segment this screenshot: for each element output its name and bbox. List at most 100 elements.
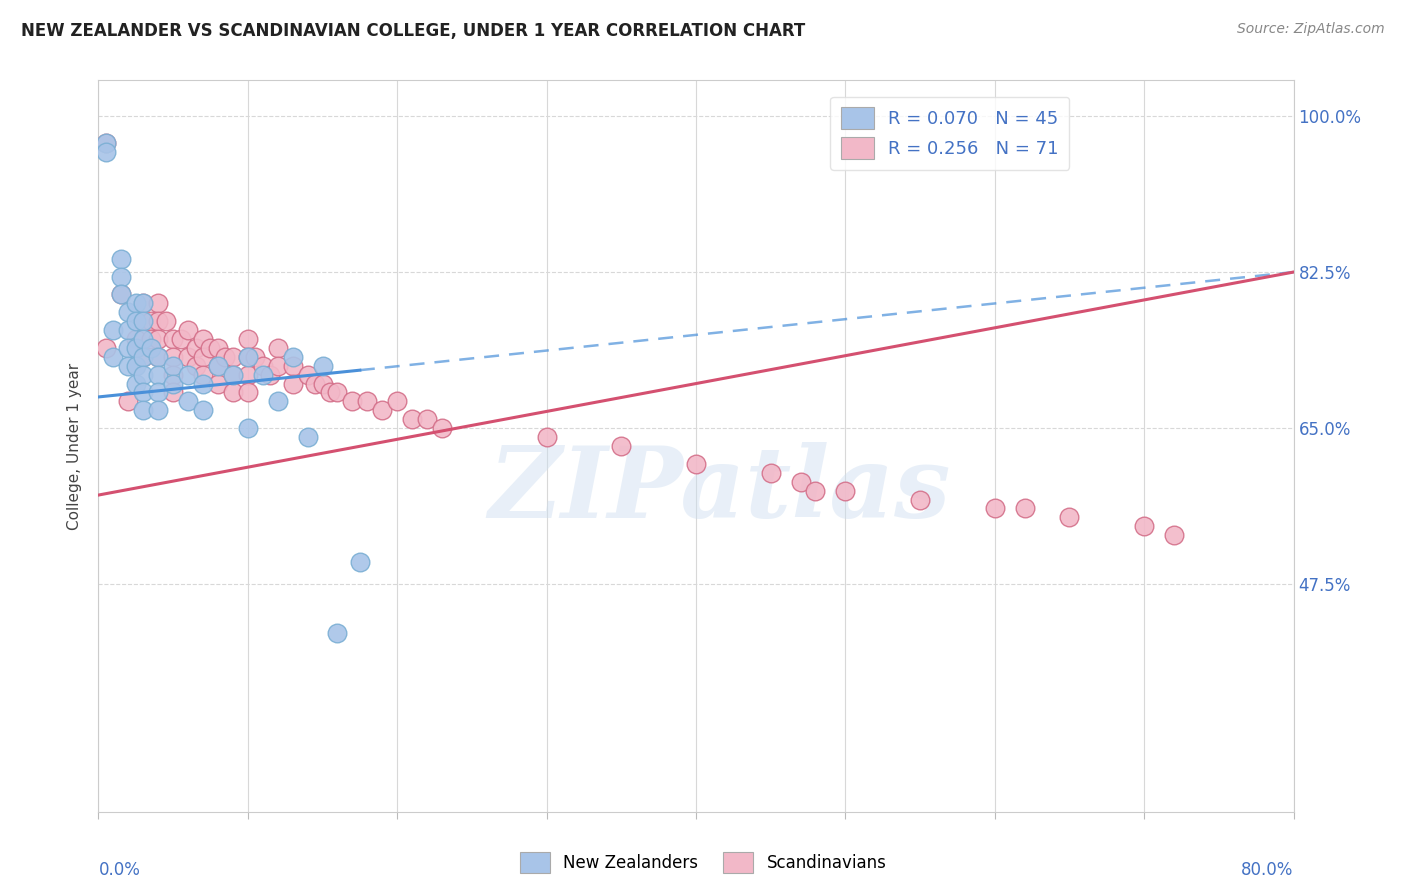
Point [236,368,259,382]
Point [132,403,155,417]
Point [804,483,827,498]
Point [349,555,371,569]
Point [430,421,453,435]
Text: Source: ZipAtlas.com: Source: ZipAtlas.com [1237,22,1385,37]
Point [94,341,117,355]
Point [139,341,162,355]
Point [984,501,1007,516]
Point [222,385,245,400]
Point [371,403,394,417]
Point [94,136,117,150]
Point [304,376,326,391]
Point [177,394,200,409]
Point [385,394,409,409]
Y-axis label: College, Under 1 year: College, Under 1 year [67,362,83,530]
Point [125,359,148,373]
Point [207,359,229,373]
Point [162,359,184,373]
Point [281,350,304,364]
Point [311,376,333,391]
Point [326,626,349,640]
Point [148,350,170,364]
Point [267,394,290,409]
Point [177,368,200,382]
Point [536,430,558,444]
Text: 80.0%: 80.0% [1241,861,1294,879]
Point [610,439,633,453]
Point [252,368,274,382]
Point [162,368,184,382]
Point [117,341,139,355]
Point [267,341,290,355]
Point [191,350,214,364]
Point [222,368,245,382]
Point [259,368,281,382]
Point [416,412,439,426]
Point [132,332,155,346]
Point [132,314,155,328]
Point [207,341,229,355]
Point [117,323,139,337]
Point [125,341,148,355]
Point [132,350,155,364]
Point [162,332,184,346]
Point [191,368,214,382]
Point [759,466,782,480]
Point [834,483,856,498]
Point [94,145,117,159]
Point [132,296,155,310]
Point [162,376,184,391]
Point [236,332,259,346]
Point [103,323,125,337]
Legend: R = 0.070   N = 45, R = 0.256   N = 71: R = 0.070 N = 45, R = 0.256 N = 71 [831,96,1070,169]
Point [297,430,319,444]
Point [125,376,148,391]
Point [184,359,207,373]
Point [245,350,267,364]
Point [94,136,117,150]
Point [125,314,148,328]
Point [132,314,155,328]
Point [267,359,290,373]
Point [342,394,364,409]
Point [207,376,229,391]
Point [110,287,132,301]
Point [117,359,139,373]
Text: 0.0%: 0.0% [98,861,141,879]
Point [132,296,155,310]
Point [148,296,170,310]
Point [148,403,170,417]
Point [1133,519,1156,533]
Point [132,368,155,382]
Point [177,323,200,337]
Point [236,385,259,400]
Point [110,287,132,301]
Point [148,368,170,382]
Point [191,332,214,346]
Point [207,359,229,373]
Point [110,269,132,284]
Point [103,350,125,364]
Point [132,350,155,364]
Point [148,385,170,400]
Point [148,314,170,328]
Point [148,350,170,364]
Point [148,332,170,346]
Point [155,314,177,328]
Point [117,305,139,319]
Point [297,368,319,382]
Point [1059,510,1081,524]
Point [222,368,245,382]
Point [789,475,811,489]
Point [184,341,207,355]
Point [177,350,200,364]
Point [1163,528,1185,542]
Point [139,332,162,346]
Point [200,341,222,355]
Point [125,332,148,346]
Point [326,385,349,400]
Point [685,457,707,471]
Point [252,359,274,373]
Point [162,350,184,364]
Point [169,332,191,346]
